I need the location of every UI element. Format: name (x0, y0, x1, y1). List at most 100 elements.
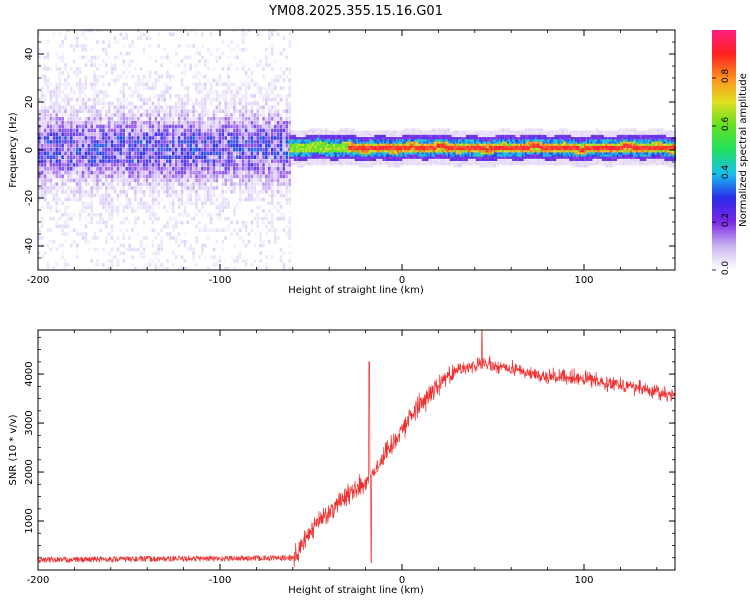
spectrogram-cell (331, 147, 334, 151)
spectrogram-cell (282, 155, 286, 159)
spectrogram-cell (119, 159, 123, 163)
spectrogram-cell (201, 163, 204, 167)
spectrogram-cell (172, 113, 175, 117)
spectrogram-cell (206, 140, 210, 144)
spectrogram-cell (395, 141, 398, 144)
spectrogram-cell (294, 132, 296, 136)
spectrogram-cell (451, 137, 454, 140)
spectrogram-cell (335, 141, 337, 144)
spectrogram-cell (119, 105, 123, 110)
spectrogram-cell (166, 186, 169, 190)
spectrogram-cell (84, 143, 88, 148)
spectrogram-cell (221, 228, 225, 232)
spectrogram-cell (367, 156, 370, 159)
spectrogram-cell (142, 247, 146, 252)
spectrogram-cell (75, 86, 79, 90)
spectrogram-cell (177, 163, 181, 167)
spectrogram-cell (288, 78, 291, 83)
spectrogram-cell (402, 145, 405, 148)
spectrogram-cell (366, 156, 368, 159)
spectrogram-cell (218, 109, 222, 113)
spectrogram-cell (139, 151, 143, 156)
spectrogram-cell (343, 128, 346, 131)
spectrogram-cell (206, 109, 210, 113)
spectrogram-cell (410, 160, 413, 164)
spectrogram-cell (151, 151, 155, 156)
spectrogram-cell (282, 71, 286, 75)
spectrogram-cell (102, 97, 105, 102)
spectrogram-cell (81, 82, 85, 87)
spectrogram-cell (410, 145, 413, 148)
spectrogram-cell (346, 141, 349, 144)
spectrogram-cell (157, 97, 160, 102)
spectrogram-cell (43, 140, 47, 144)
spectrogram-cell (271, 182, 274, 186)
spectrogram-cell (444, 137, 447, 140)
spectrogram-cell (107, 94, 111, 98)
spectrogram-cell (428, 139, 431, 142)
spectrogram-cell (341, 128, 344, 131)
spectrogram-cell (166, 140, 169, 144)
spectrogram-cell (46, 82, 50, 87)
spectrogram-cell (139, 113, 143, 117)
spectrogram-cell (276, 155, 280, 159)
spectrogram-cell (356, 156, 359, 159)
spectrogram-cell (107, 193, 111, 198)
spectrogram-cell (107, 140, 111, 144)
spectrogram-cell (204, 155, 207, 159)
spectrogram-cell (166, 71, 169, 75)
spectrogram-cell (241, 143, 245, 148)
spectrogram-cell (227, 67, 230, 71)
spectrogram-cell (310, 160, 313, 164)
spectrogram-cell (215, 90, 219, 94)
spectrogram-cell (353, 132, 355, 136)
spectrogram-cell (241, 167, 245, 171)
spectrogram-cell (471, 154, 473, 157)
spectrogram-cell (122, 216, 125, 221)
spectrogram-cell (403, 132, 406, 136)
spectrogram-cell (105, 174, 108, 179)
spectrogram-cell (271, 109, 274, 113)
spectrogram-cell (75, 82, 79, 87)
spectrogram-cell (451, 158, 454, 161)
spectrogram-cell (139, 243, 143, 248)
spectrogram-cell (380, 145, 383, 148)
spectrogram-cell (84, 74, 88, 79)
spectrogram-cell (328, 162, 331, 166)
spectrogram-cell (376, 158, 378, 161)
spectrogram-cell (221, 140, 225, 144)
spectrogram-cell (349, 137, 352, 140)
spectrogram-cell (398, 162, 401, 166)
spectrogram-cell (328, 132, 331, 136)
spectrogram-cell (145, 128, 149, 133)
spectrogram-cell (105, 140, 108, 144)
spectrogram-cell (367, 139, 370, 142)
spectrogram-cell (46, 143, 50, 148)
spectrogram-cell (221, 193, 225, 198)
spectrogram-cell (276, 143, 280, 148)
spectrogram-cell (441, 147, 444, 151)
spectrogram-cell (238, 236, 242, 240)
spectrogram-cell (433, 154, 436, 157)
spectrogram-cell (180, 140, 184, 144)
spectrogram-cell (271, 197, 274, 202)
spectrogram-cell (451, 160, 454, 164)
spectrogram-cell (113, 255, 117, 259)
spectrogram-cell (169, 132, 172, 136)
spectrogram-cell (372, 162, 375, 166)
spectrogram-cell (137, 205, 140, 209)
spectrogram-cell (290, 162, 293, 166)
spectrogram-cell (294, 152, 296, 155)
spectrogram-cell (271, 44, 274, 48)
spectrogram-cell (303, 139, 306, 142)
spectrogram-cell (107, 266, 111, 271)
spectrogram-cell (238, 151, 242, 156)
spectrogram-cell (128, 124, 131, 129)
spectrogram-cell (148, 71, 152, 75)
spectrogram-cell (107, 151, 111, 156)
spectrogram-cell (204, 105, 207, 110)
spectrogram-cell (238, 167, 242, 171)
spectrogram-cell (276, 159, 280, 163)
spectrogram-cell (366, 152, 368, 155)
spectrogram-cell (247, 239, 251, 244)
